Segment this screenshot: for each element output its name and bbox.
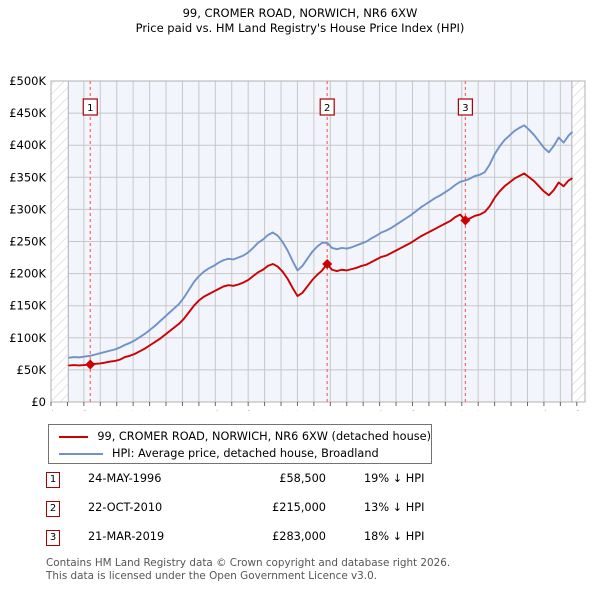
- svg-text:£300K: £300K: [9, 202, 46, 216]
- x-axis-labels: 1994199519961997199819992000200120022003…: [44, 402, 584, 411]
- row-date: 24-MAY-1996: [88, 472, 162, 485]
- row-hpi-delta: 19% ↓ HPI: [364, 472, 425, 485]
- svg-text:2023: 2023: [520, 410, 534, 411]
- svg-text:2017: 2017: [422, 410, 436, 411]
- legend-swatch-price-paid: [59, 435, 89, 438]
- legend-label-hpi: HPI: Average price, detached house, Broa…: [112, 447, 379, 460]
- legend-swatch-hpi: [59, 452, 103, 455]
- svg-text:2013: 2013: [356, 410, 370, 411]
- svg-text:2018: 2018: [438, 410, 452, 411]
- svg-text:2021: 2021: [488, 410, 502, 411]
- svg-text:£500K: £500K: [9, 74, 46, 88]
- svg-text:1998: 1998: [110, 410, 124, 411]
- svg-text:2005: 2005: [225, 410, 239, 411]
- row-hpi-delta: 13% ↓ HPI: [364, 501, 425, 514]
- svg-text:£200K: £200K: [9, 267, 46, 281]
- row-date: 22-OCT-2010: [88, 501, 163, 514]
- row-price: £283,000: [272, 530, 326, 543]
- svg-text:2007: 2007: [258, 410, 272, 411]
- transaction-points: [85, 215, 471, 370]
- svg-text:2009: 2009: [290, 410, 304, 411]
- legend-label-price-paid: 99, CROMER ROAD, NORWICH, NR6 6XW (detac…: [97, 430, 431, 443]
- svg-text:2004: 2004: [208, 410, 222, 411]
- svg-text:2000: 2000: [143, 410, 157, 411]
- legend-item-hpi: HPI: Average price, detached house, Broa…: [49, 445, 431, 462]
- svg-text:2006: 2006: [241, 410, 255, 411]
- svg-text:£400K: £400K: [9, 138, 46, 152]
- table-row: 3 21-MAR-2019 £283,000 18% ↓ HPI: [46, 530, 566, 559]
- legend-item-price-paid: 99, CROMER ROAD, NORWICH, NR6 6XW (detac…: [49, 428, 431, 445]
- svg-text:£150K: £150K: [9, 299, 46, 313]
- svg-text:£350K: £350K: [9, 170, 46, 184]
- row-index-badge: 1: [46, 472, 60, 488]
- copyright-footer: Contains HM Land Registry data © Crown c…: [46, 557, 586, 582]
- footer-line-2: This data is licensed under the Open Gov…: [46, 569, 378, 582]
- chart-svg: £0 £50K £100K £150K £200K £250K £300K £350K £400…: [9, 74, 586, 411]
- svg-text:2015: 2015: [389, 410, 403, 411]
- row-index-badge: 2: [46, 501, 60, 517]
- chart-titles: 99, CROMER ROAD, NORWICH, NR6 6XW Price …: [0, 0, 600, 36]
- svg-text:2012: 2012: [340, 410, 354, 411]
- row-price: £215,000: [272, 501, 326, 514]
- svg-text:£50K: £50K: [17, 363, 47, 377]
- svg-text:2016: 2016: [405, 410, 419, 411]
- svg-text:2026: 2026: [570, 410, 584, 411]
- svg-text:1997: 1997: [93, 410, 107, 411]
- svg-text:£0: £0: [31, 395, 46, 409]
- table-row: 2 22-OCT-2010 £215,000 13% ↓ HPI: [46, 501, 566, 530]
- price-history-chart: £0 £50K £100K £150K £200K £250K £300K £350K £400…: [0, 36, 600, 411]
- y-axis-labels: £0 £50K £100K £150K £200K £250K £300K £350K £400…: [9, 74, 46, 409]
- svg-text:2025: 2025: [553, 410, 567, 411]
- table-row: 1 24-MAY-1996 £58,500 19% ↓ HPI: [46, 472, 566, 501]
- svg-text:2014: 2014: [373, 410, 387, 411]
- svg-text:2: 2: [324, 103, 330, 114]
- svg-text:2019: 2019: [455, 410, 469, 411]
- svg-text:2010: 2010: [307, 410, 321, 411]
- row-price: £58,500: [279, 472, 326, 485]
- svg-text:1994: 1994: [44, 410, 58, 411]
- svg-text:£450K: £450K: [9, 106, 46, 120]
- svg-text:3: 3: [462, 103, 468, 114]
- svg-text:2011: 2011: [323, 410, 337, 411]
- svg-text:1999: 1999: [126, 410, 140, 411]
- row-index-badge: 3: [46, 530, 60, 546]
- footer-line-1: Contains HM Land Registry data © Crown c…: [46, 557, 451, 569]
- svg-text:2002: 2002: [175, 410, 189, 411]
- svg-text:£250K: £250K: [9, 235, 46, 249]
- svg-text:2003: 2003: [192, 410, 206, 411]
- chart-legend: 99, CROMER ROAD, NORWICH, NR6 6XW (detac…: [48, 424, 432, 464]
- page-title: 99, CROMER ROAD, NORWICH, NR6 6XW: [182, 6, 418, 20]
- row-hpi-delta: 18% ↓ HPI: [364, 530, 425, 543]
- svg-text:1996: 1996: [77, 410, 91, 411]
- svg-text:1995: 1995: [60, 410, 74, 411]
- svg-text:£100K: £100K: [9, 331, 46, 345]
- page-subtitle: Price paid vs. HM Land Registry's House …: [135, 21, 465, 35]
- svg-text:1: 1: [87, 103, 93, 114]
- svg-text:2022: 2022: [504, 410, 518, 411]
- svg-text:2008: 2008: [274, 410, 288, 411]
- row-date: 21-MAR-2019: [88, 530, 165, 543]
- svg-text:2024: 2024: [537, 410, 551, 411]
- transactions-table: 1 24-MAY-1996 £58,500 19% ↓ HPI 2 22-OCT…: [46, 472, 566, 559]
- svg-text:2001: 2001: [159, 410, 173, 411]
- no-data-band: [50, 80, 586, 403]
- svg-text:2020: 2020: [471, 410, 485, 411]
- event-label-boxes: 1 2 3: [82, 98, 473, 116]
- chart-series: [68, 124, 573, 367]
